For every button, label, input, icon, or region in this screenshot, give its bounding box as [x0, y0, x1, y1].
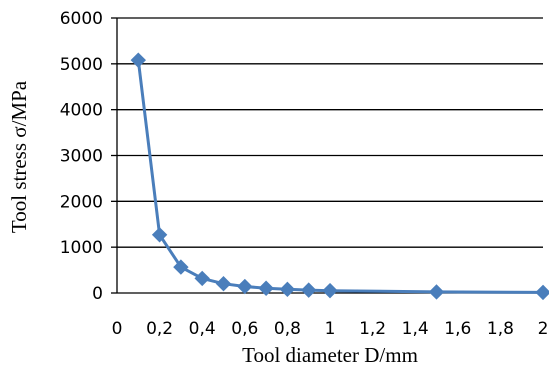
x-tick-label: 1,8 [487, 319, 514, 339]
x-axis-title: Tool diameter D/mm [242, 343, 418, 367]
x-tick-labels: 0 0,2 0,4 0,6 0,8 1 1,2 1,4 1,6 1,8 2 [112, 319, 549, 339]
gridlines [117, 17, 543, 248]
data-point-marker [300, 282, 317, 298]
y-tick-label: 3000 [60, 147, 103, 167]
data-point-marker [322, 282, 338, 299]
y-tick-labels: 0 1000 2000 3000 4000 5000 6000 [60, 9, 103, 304]
y-tick-label: 0 [92, 284, 103, 304]
x-tick-label: 1,2 [359, 319, 386, 339]
data-point-marker [215, 275, 232, 292]
data-point-marker [237, 278, 253, 295]
y-tick-label: 5000 [60, 55, 103, 75]
x-tick-label: 0,2 [146, 319, 173, 339]
series-line [136, 60, 544, 294]
x-tick-label: 0,6 [231, 319, 258, 339]
y-tick-label: 6000 [60, 9, 103, 29]
data-point-marker [535, 284, 549, 301]
x-tick-label: 0,8 [274, 319, 301, 339]
data-point-marker [130, 52, 147, 68]
series-group [130, 52, 549, 301]
x-tick-label: 0,4 [189, 319, 216, 339]
data-point-marker [279, 281, 296, 298]
y-axis-title: Tool stress σ/MPa [7, 80, 31, 233]
data-point-marker [151, 227, 168, 243]
x-tick-label: 0 [112, 319, 123, 339]
x-tick-label: 1,4 [402, 319, 429, 339]
x-tick-label: 2 [538, 319, 549, 339]
y-tick-label: 1000 [60, 238, 103, 258]
data-point-marker [173, 259, 189, 275]
data-point-marker [194, 270, 210, 287]
y-tick-label: 4000 [60, 101, 103, 121]
data-point-marker [428, 284, 445, 300]
x-tick-label: 1 [325, 319, 336, 339]
y-tick-label: 2000 [60, 192, 103, 212]
data-point-marker [258, 280, 274, 296]
x-tick-label: 1,6 [444, 319, 471, 339]
